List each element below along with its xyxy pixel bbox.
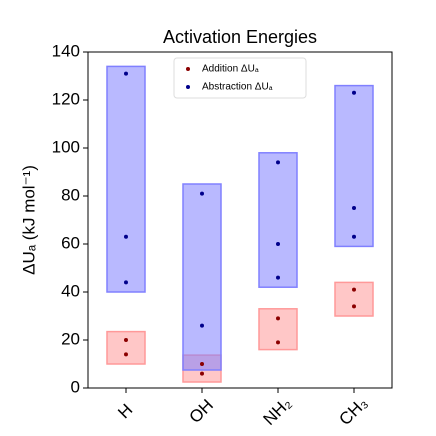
data-point <box>352 234 356 239</box>
data-point <box>352 206 356 210</box>
legend-box <box>173 57 307 99</box>
chart-title: Activation Energies <box>163 27 317 47</box>
y-tick-label: 40 <box>61 281 80 300</box>
y-axis-label: ΔUₐ (kJ mol⁻¹) <box>19 165 38 275</box>
y-tick-label: 20 <box>61 329 80 348</box>
x-tick-label: CH₃ <box>335 393 371 429</box>
data-point <box>352 287 356 292</box>
y-tick-label: 140 <box>52 41 80 60</box>
legend-marker <box>186 85 190 89</box>
data-point <box>276 340 280 345</box>
y-tick-label: 120 <box>52 89 80 108</box>
plot-frame <box>87 51 393 389</box>
legend-label: Addition ΔUₐ <box>202 64 259 75</box>
data-point <box>352 304 356 309</box>
range-box <box>258 308 298 351</box>
x-tick-label: H <box>114 400 136 422</box>
legend-marker <box>186 67 190 71</box>
range-box <box>182 183 222 371</box>
data-point <box>276 275 280 280</box>
range-box <box>334 84 374 248</box>
range-box <box>106 65 146 293</box>
data-point <box>352 90 356 95</box>
y-tick-label: 0 <box>71 377 80 396</box>
data-point <box>200 362 204 366</box>
x-tick-label: OH <box>186 396 217 427</box>
data-point <box>200 323 204 328</box>
range-box <box>334 281 374 317</box>
y-tick-label: 80 <box>61 185 80 204</box>
y-tick-label: 100 <box>52 137 80 156</box>
data-point <box>276 242 280 246</box>
range-box <box>258 152 298 288</box>
data-point <box>276 316 280 321</box>
data-point <box>124 71 128 76</box>
data-point <box>124 338 128 342</box>
data-point <box>200 371 204 376</box>
y-tick-label: 60 <box>61 233 80 252</box>
data-point <box>124 280 128 285</box>
x-tick-label: NH₂ <box>260 394 295 429</box>
legend-label: Abstraction ΔUₐ <box>202 82 273 93</box>
data-point <box>124 352 128 357</box>
data-point <box>124 234 128 239</box>
data-point <box>200 191 204 196</box>
data-point <box>276 160 280 165</box>
range-box <box>106 330 146 365</box>
